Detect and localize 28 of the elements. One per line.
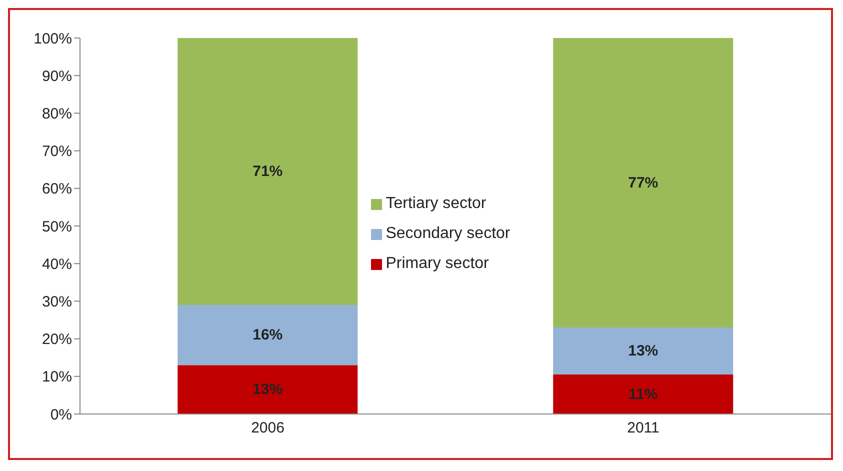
data-label: 77% [628, 174, 658, 192]
bar [178, 38, 358, 305]
legend-label: Secondary sector [386, 225, 510, 243]
y-tick-label: 80% [42, 106, 72, 123]
data-label: 11% [628, 386, 658, 403]
data-label: 13% [628, 342, 658, 360]
x-tick-label: 2006 [251, 420, 284, 437]
data-label: 16% [252, 326, 283, 344]
y-tick-label: 20% [42, 331, 72, 348]
y-tick-label: 10% [42, 368, 72, 386]
data-label: 13% [252, 381, 283, 398]
data-label: 71% [252, 162, 283, 180]
bar [178, 365, 358, 414]
bar [178, 304, 358, 366]
y-tick-label: 50% [42, 218, 72, 236]
bar [553, 328, 734, 375]
y-tick-label: 30% [42, 294, 72, 311]
bar [553, 38, 734, 328]
y-tick-label: 100% [34, 30, 72, 48]
y-tick-label: 70% [42, 143, 72, 160]
y-tick-label: 90% [42, 68, 72, 85]
legend-label: Tertiary sector [386, 195, 486, 213]
legend-label: Primary sector [386, 255, 489, 273]
y-tick-label: 40% [42, 256, 72, 273]
x-tick-label: 2011 [627, 420, 660, 437]
y-tick-label: 0% [50, 406, 72, 424]
y-tick-label: 60% [42, 180, 72, 198]
bar [553, 374, 734, 414]
